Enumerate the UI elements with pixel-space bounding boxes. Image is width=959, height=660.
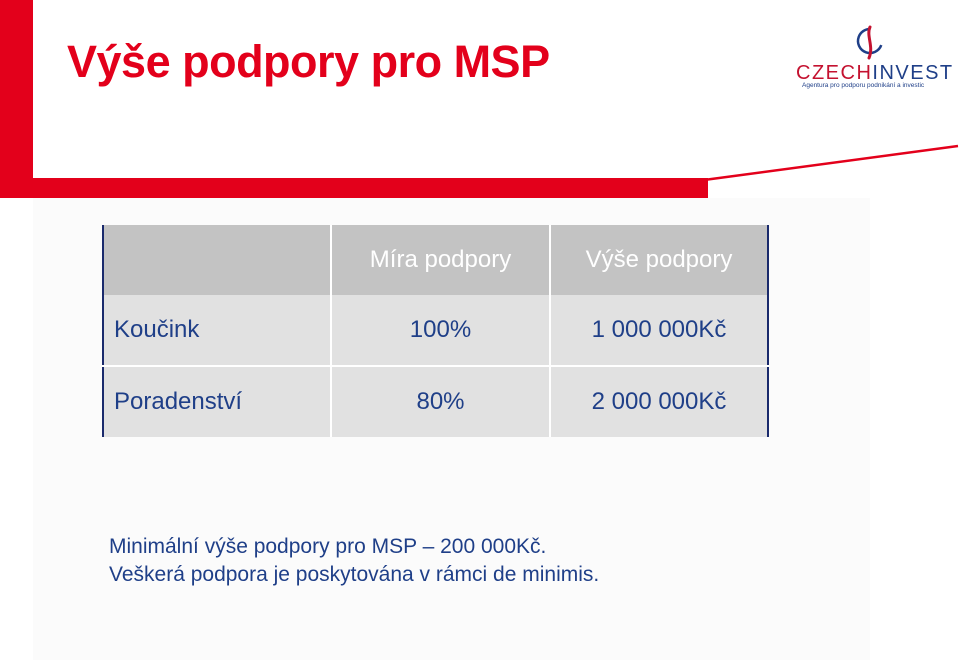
logo-emblem-icon [856,25,884,60]
row-amount: 2 000 000Kč [549,365,768,437]
header-accent-bar [0,178,708,198]
table-row: Koučink 100% 1 000 000Kč [103,295,768,366]
row-label: Poradenství [103,365,331,437]
logo-wordmark-invest: INVEST [872,62,954,84]
row-rate: 100% [330,295,550,366]
logo-wordmark-czech: CZECH [796,62,873,84]
left-accent-bar [0,0,33,197]
logo-wordmark: CZECHINVEST [796,62,954,85]
note-de-minimis: Veškerá podpora je poskytována v rámci d… [109,563,600,586]
header-cell-amount: Výše podpory [549,225,768,295]
czechinvest-logo: CZECHINVEST Agentura pro podporu podniká… [790,24,952,94]
logo-tagline: Agentura pro podporu podnikání a investi… [802,82,925,89]
header-cell-rate: Míra podpory [330,225,550,295]
row-label: Koučink [103,295,331,366]
table-header-row: Míra podpory Výše podpory [103,225,768,295]
note-minimum-support: Minimální výše podpory pro MSP – 200 000… [109,535,547,558]
table-row: Poradenství 80% 2 000 000Kč [103,365,768,437]
row-amount: 1 000 000Kč [549,295,768,366]
header-accent-line [703,144,959,182]
notes: Minimální výše podpory pro MSP – 200 000… [109,533,599,589]
row-rate: 80% [330,365,550,437]
support-table: Míra podpory Výše podpory Koučink 100% 1… [102,225,769,437]
slide-title: Výše podpory pro MSP [67,36,550,87]
header-cell-empty [103,225,331,295]
